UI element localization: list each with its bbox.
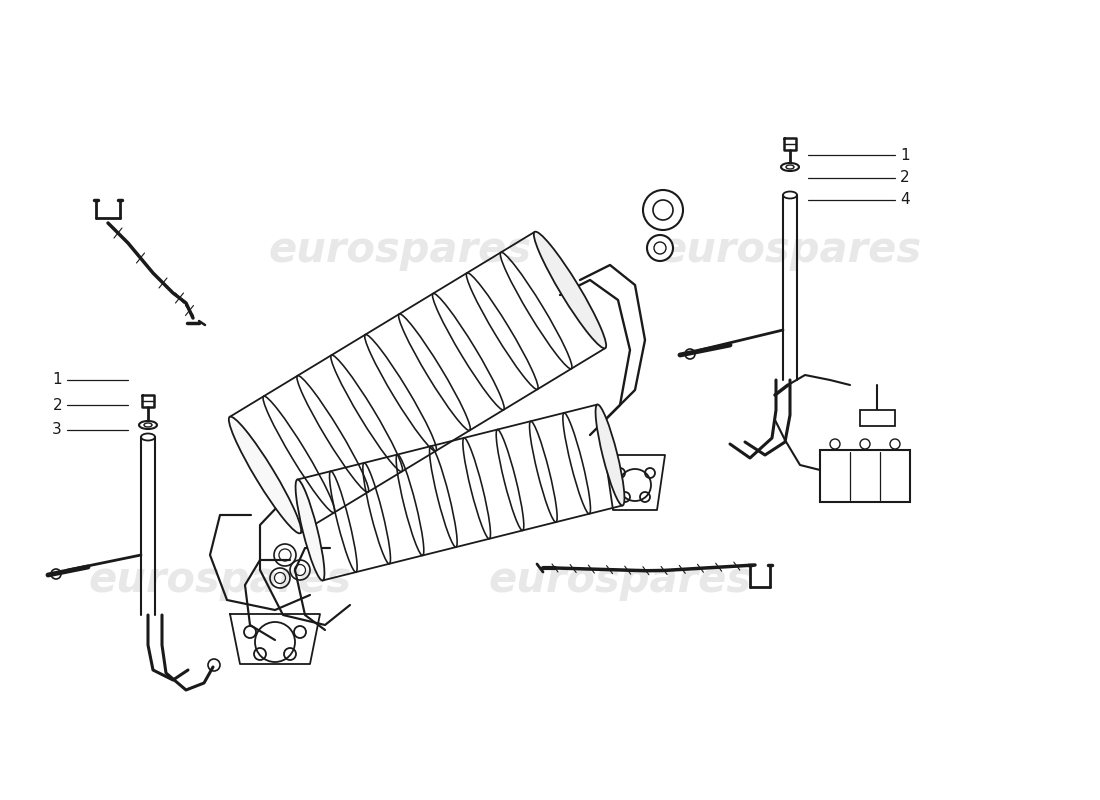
Ellipse shape (229, 417, 301, 534)
Ellipse shape (534, 232, 606, 348)
Text: eurospares: eurospares (488, 559, 751, 601)
Ellipse shape (786, 165, 794, 169)
Ellipse shape (296, 479, 324, 581)
Circle shape (830, 439, 840, 449)
Text: 2: 2 (53, 398, 62, 413)
Ellipse shape (781, 163, 799, 171)
Circle shape (647, 235, 673, 261)
Text: 3: 3 (53, 422, 62, 438)
Text: eurospares: eurospares (268, 229, 531, 271)
Text: 4: 4 (900, 193, 910, 207)
Bar (820, 450, 910, 502)
Text: eurospares: eurospares (88, 559, 352, 601)
Ellipse shape (783, 191, 798, 198)
Polygon shape (605, 455, 665, 510)
Circle shape (644, 190, 683, 230)
Text: 2: 2 (900, 170, 910, 186)
Bar (860, 410, 895, 426)
Circle shape (860, 439, 870, 449)
Ellipse shape (139, 421, 157, 429)
Ellipse shape (595, 405, 625, 506)
Text: 1: 1 (53, 373, 62, 387)
Polygon shape (230, 614, 320, 664)
Circle shape (890, 439, 900, 449)
Text: 1: 1 (900, 147, 910, 162)
Ellipse shape (144, 423, 152, 427)
Ellipse shape (141, 434, 155, 441)
Text: eurospares: eurospares (659, 229, 922, 271)
